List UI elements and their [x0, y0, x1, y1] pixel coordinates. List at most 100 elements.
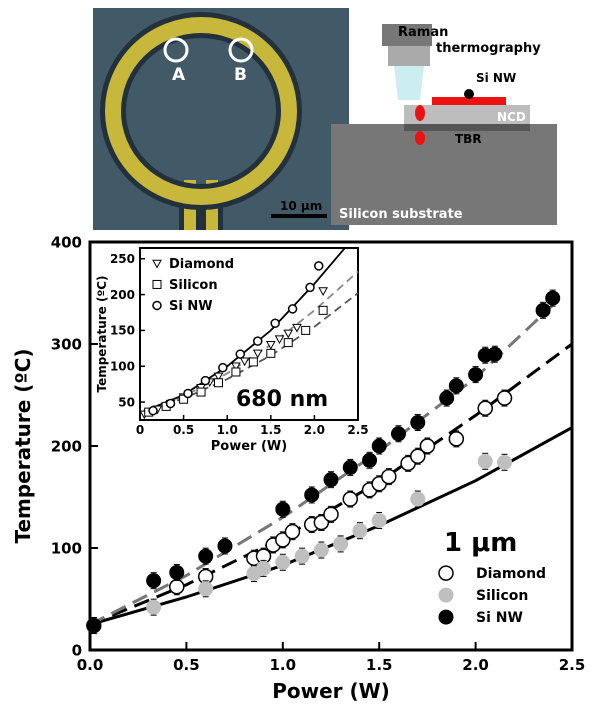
data-point-silicon	[283, 338, 293, 348]
hotspot-ncd	[415, 105, 425, 121]
data-point-diamond	[419, 438, 436, 454]
data-point-silicon	[275, 554, 291, 570]
data-point-si-nw	[235, 349, 246, 359]
inset-annotation: 680 nm	[236, 387, 328, 412]
data-point-diamond	[323, 506, 339, 523]
objective-bottom	[388, 46, 430, 66]
main-x-axis-label: Power (W)	[272, 679, 390, 703]
y-tick-label: 100	[110, 359, 135, 373]
data-point-silicon	[294, 548, 310, 564]
data-point-diamond	[496, 390, 513, 406]
data-point-silicon	[497, 454, 513, 470]
inset-x-axis-label: Power (W)	[211, 439, 287, 454]
data-point-si-nw	[468, 367, 484, 383]
data-point-si-nw	[169, 564, 185, 580]
data-point-silicon	[213, 378, 223, 388]
legend-label-silicon: Silicon	[169, 278, 218, 293]
x-tick-label: 0.5	[173, 423, 194, 437]
data-point-silicon	[313, 542, 329, 558]
data-point-silicon	[477, 453, 493, 469]
legend-label-si-nw: Si NW	[169, 299, 213, 314]
x-tick-label: 0	[136, 423, 144, 437]
data-point-silicon	[352, 523, 368, 539]
data-point-silicon	[198, 581, 214, 597]
marker-a-circle	[163, 37, 189, 63]
data-point-diamond	[213, 372, 224, 382]
scale-bar	[271, 214, 327, 218]
legend-label-diamond: Diamond	[169, 257, 234, 272]
nanowire-bar	[432, 97, 506, 105]
objective-top	[382, 24, 432, 46]
x-tick-label: 2.0	[462, 656, 489, 674]
data-point-si-nw	[448, 378, 464, 394]
x-tick-label: 2.5	[347, 423, 368, 437]
raman-label: Raman	[398, 25, 448, 40]
data-point-si-nw	[183, 388, 193, 399]
data-point-silicon	[146, 599, 162, 615]
data-point-silicon	[196, 387, 206, 397]
x-tick-label: 1.0	[217, 423, 238, 437]
marker-b-circle	[228, 37, 254, 63]
data-point-diamond	[318, 287, 328, 297]
tbr-layer	[404, 124, 530, 131]
main-chart: 0.0 0.5 1.0 1.5 2.0 2.5 0 100 200 300 400 Power (W…	[11, 233, 585, 703]
y-tick-label: 300	[51, 335, 82, 353]
data-point-diamond	[477, 400, 493, 417]
data-point-si-nw	[270, 318, 280, 328]
data-point-si-nw	[275, 501, 291, 517]
scale-bar-label: 10 μm	[280, 199, 322, 213]
legend-label-si-nw: Si NW	[476, 610, 523, 626]
data-point-diamond	[274, 335, 285, 345]
x-tick-label: 1.0	[270, 656, 297, 674]
x-tick-label: 1.5	[260, 423, 281, 437]
nanowire-dot	[464, 89, 474, 99]
data-point-si-nw	[545, 290, 561, 306]
y-tick-label: 150	[110, 324, 135, 338]
data-point-diamond	[292, 323, 302, 333]
data-point-si-nw	[218, 362, 228, 373]
inset-plot-frame	[139, 247, 359, 421]
legend-marker-silicon	[152, 279, 162, 289]
data-point-si-nw	[148, 405, 158, 416]
data-point-diamond	[283, 329, 294, 339]
data-point-diamond	[169, 579, 185, 595]
x-tick-label: 0.0	[77, 656, 104, 674]
data-point-silicon	[266, 348, 276, 358]
micrograph-panel: A B 10 μm	[93, 8, 349, 230]
si-nw-label: Si NW	[476, 71, 516, 85]
data-point-si-nw	[252, 336, 263, 346]
legend-label-diamond: Diamond	[476, 566, 546, 582]
substrate	[331, 124, 557, 225]
x-tick-label: 1.5	[366, 656, 393, 674]
data-point-si-nw	[323, 472, 339, 488]
ncd-layer	[404, 105, 530, 125]
legend-marker-diamond	[438, 565, 454, 581]
y-tick-label: 200	[51, 437, 82, 455]
data-point-diamond	[231, 362, 241, 372]
data-point-si-nw	[362, 452, 378, 468]
marker-b-label: B	[234, 65, 247, 85]
inset-chart: 0 0.5 1.0 1.5 2.0 2.5 50 100 150 200 250 Power (W)…	[95, 247, 369, 454]
data-point-silicon	[410, 491, 426, 507]
data-point-si-nw	[410, 415, 426, 431]
raman-label-2: thermography	[436, 41, 541, 56]
legend-marker-silicon	[438, 587, 454, 603]
inset-ticks: 0 0.5 1.0 1.5 2.0 2.5 50 100 150 200 250	[110, 252, 369, 437]
fit-line-si-nw	[139, 247, 346, 414]
hotspot-substrate	[415, 131, 425, 145]
ncd-label: NCD	[497, 110, 526, 124]
legend-label-silicon: Silicon	[476, 588, 528, 604]
y-tick-label: 0	[72, 641, 82, 659]
data-point-diamond	[342, 491, 359, 507]
data-point-diamond	[239, 357, 250, 367]
schematic-panel: Raman thermography Si NW NCD TBR Silicon…	[331, 24, 557, 225]
data-point-si-nw	[304, 487, 320, 503]
x-tick-label: 2.0	[304, 423, 325, 437]
data-point-si-nw	[86, 618, 102, 634]
y-tick-label: 100	[51, 539, 82, 557]
data-point-si-nw	[535, 302, 551, 318]
data-point-silicon	[231, 367, 241, 377]
main-legend: Diamond Silicon Si NW	[438, 565, 546, 626]
data-point-diamond	[448, 431, 465, 447]
data-point-diamond	[284, 523, 301, 540]
